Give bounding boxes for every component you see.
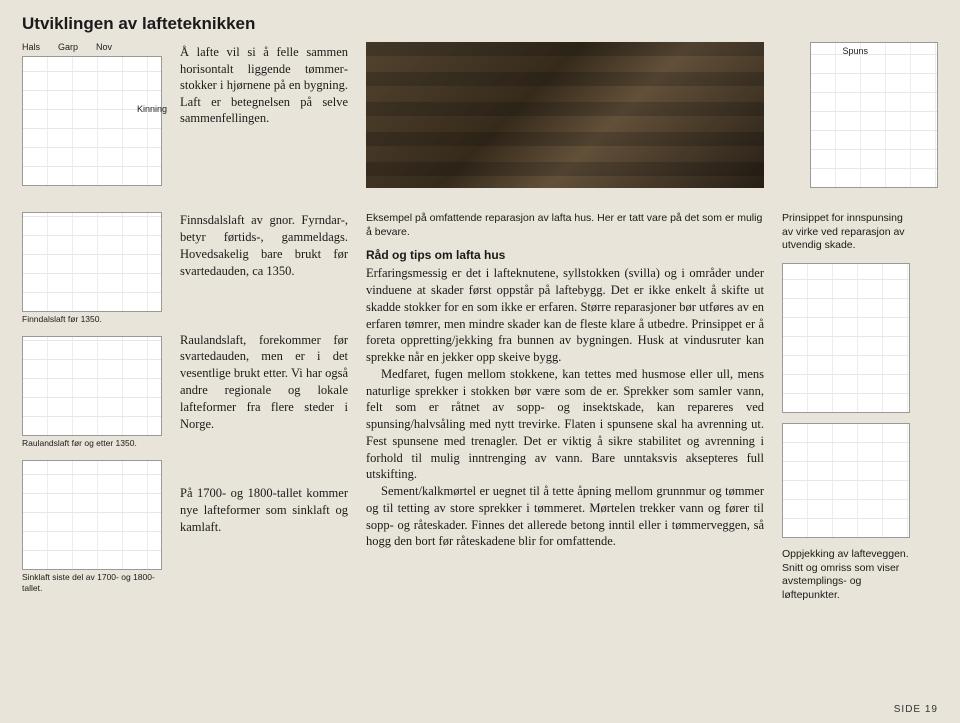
- desc-finnsdalslaft: Finnsdalslaft av gnor. Fyrndar-, betyr f…: [180, 212, 348, 280]
- right-caption-1: Prinsippet for innspuns­ing av virke ved…: [782, 212, 910, 253]
- photo-lafta-hus: [366, 42, 764, 188]
- page-number: SIDE 19: [894, 704, 938, 715]
- figure-raulandslaft: [22, 336, 162, 436]
- main-p1: Erfaringsmessig er det i lafteknutene, s…: [366, 265, 764, 366]
- main-p2: Medfaret, fugen mellom stokkene, kan tet…: [366, 366, 764, 483]
- figure-block-raulandslaft: Raulandslaft før og etter 1350.: [22, 336, 162, 448]
- caption-sinklaft: Sinklaft siste del av 1700- og 1800-tall…: [22, 572, 162, 592]
- main-p3: Sement/kalkmørtel er uegnet til å tette …: [366, 483, 764, 550]
- intro-paragraph: Å lafte vil si å felle sammen horisontal…: [180, 42, 348, 188]
- page-title: Utviklingen av lafteteknikken: [22, 14, 938, 34]
- figure-innspunsing: [782, 263, 910, 413]
- label-spuns: Spuns: [842, 46, 868, 56]
- caption-finndalslaft: Finndalslaft før 1350.: [22, 314, 162, 324]
- figure-finndalslaft: [22, 212, 162, 312]
- figure-spuns: [810, 42, 938, 188]
- top-joint-figure-block: Hals Garp Nov Kinning: [22, 42, 162, 188]
- column-figures: Finndalslaft før 1350. Raulandslaft før …: [22, 212, 162, 602]
- joint-labels: Hals Garp Nov: [22, 42, 162, 52]
- figure-block-sinklaft: Sinklaft siste del av 1700- og 1800-tall…: [22, 460, 162, 592]
- label-kinning: Kinning: [137, 104, 167, 114]
- right-caption-2: Oppjekking av lafte­veggen. Snitt og omr…: [782, 548, 910, 603]
- desc-sinklaft: På 1700- og 1800-tallet kom­mer nye laft…: [180, 485, 348, 536]
- label-hals: Hals: [22, 42, 40, 52]
- figure-oppjekking: [782, 423, 910, 538]
- figure-block-finndalslaft: Finndalslaft før 1350.: [22, 212, 162, 324]
- photo-caption: Eksempel på omfattende reparasjon av laf…: [366, 212, 764, 239]
- column-descriptions: Finnsdalslaft av gnor. Fyrndar-, betyr f…: [180, 212, 348, 602]
- column-main-text: Eksempel på omfattende reparasjon av laf…: [366, 212, 764, 602]
- caption-raulandslaft: Raulandslaft før og etter 1350.: [22, 438, 162, 448]
- main-row: Finndalslaft før 1350. Raulandslaft før …: [22, 212, 938, 602]
- label-nov: Nov: [96, 42, 112, 52]
- section-subhead: Råd og tips om lafta hus: [366, 247, 764, 263]
- top-row: Hals Garp Nov Kinning Å lafte vil si å f…: [22, 42, 938, 188]
- figure-joint-types: [22, 56, 162, 186]
- column-right: Prinsippet for innspuns­ing av virke ved…: [782, 212, 910, 602]
- figure-sinklaft: [22, 460, 162, 570]
- label-garp: Garp: [58, 42, 78, 52]
- desc-raulandslaft: Raulandslaft, forekommer før svartedaude…: [180, 332, 348, 433]
